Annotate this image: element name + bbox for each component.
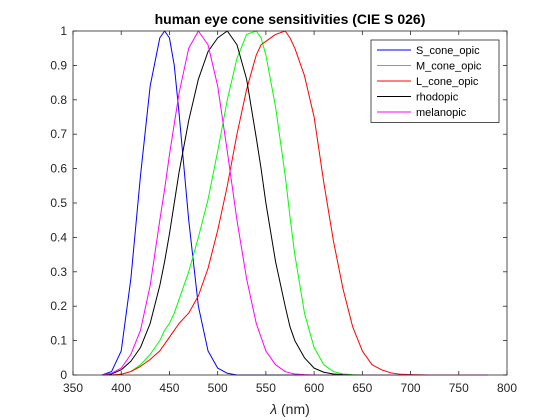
x-axis-label-symbol: λ bbox=[269, 401, 277, 417]
y-tick-label-3: 0.3 bbox=[50, 265, 67, 279]
y-tick-label-7: 0.7 bbox=[50, 127, 67, 141]
y-tick-label-0: 0 bbox=[60, 368, 67, 382]
x-tick-label-9: 800 bbox=[497, 381, 517, 395]
y-tick-label-6: 0.6 bbox=[50, 162, 67, 176]
x-tick-label-4: 550 bbox=[256, 381, 276, 395]
y-tick-label-1: 0.1 bbox=[50, 334, 67, 348]
legend-label-4: melanopic bbox=[416, 107, 467, 119]
x-tick-label-0: 350 bbox=[63, 381, 83, 395]
x-tick-label-3: 500 bbox=[208, 381, 228, 395]
series-line-2 bbox=[101, 30, 488, 376]
y-tick-label-9: 0.9 bbox=[50, 58, 67, 72]
y-tick-label-10: 1 bbox=[60, 24, 67, 38]
legend-label-1: M_cone_opic bbox=[416, 61, 482, 73]
x-tick-label-1: 400 bbox=[111, 381, 131, 395]
x-tick-label-2: 450 bbox=[159, 381, 179, 395]
y-tick-label-5: 0.5 bbox=[50, 196, 67, 210]
y-tick-label-8: 0.8 bbox=[50, 93, 67, 107]
y-tick-label-2: 0.2 bbox=[50, 299, 67, 313]
legend-label-2: L_cone_opic bbox=[416, 76, 479, 88]
x-axis-label-unit: (nm) bbox=[277, 401, 310, 417]
legend-label-0: S_cone_opic bbox=[416, 45, 480, 57]
legend-label-3: rhodopic bbox=[416, 92, 459, 104]
x-tick-label-6: 650 bbox=[352, 381, 372, 395]
y-tick-label-4: 0.4 bbox=[50, 230, 67, 244]
x-tick-label-8: 750 bbox=[449, 381, 469, 395]
chart-title: human eye cone sensitivities (CIE S 026) bbox=[155, 11, 426, 27]
x-axis-label: λ (nm) bbox=[269, 401, 310, 417]
axes-layer: 350 400 450 500 550 600 650 700 750 800 0 0.1 0.2 0.3… bbox=[50, 24, 517, 395]
x-tick-label-7: 700 bbox=[401, 381, 421, 395]
x-tick-label-5: 600 bbox=[304, 381, 324, 395]
legend: S_cone_opic M_cone_opic L_cone_opicrhodopi… bbox=[370, 39, 500, 123]
